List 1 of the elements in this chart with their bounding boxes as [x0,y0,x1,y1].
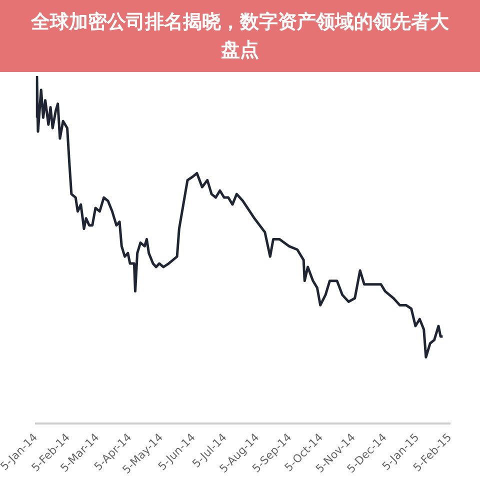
chart-title: 全球加密公司排名揭晓，数字资产领域的领先者大盘点 [0,0,480,72]
